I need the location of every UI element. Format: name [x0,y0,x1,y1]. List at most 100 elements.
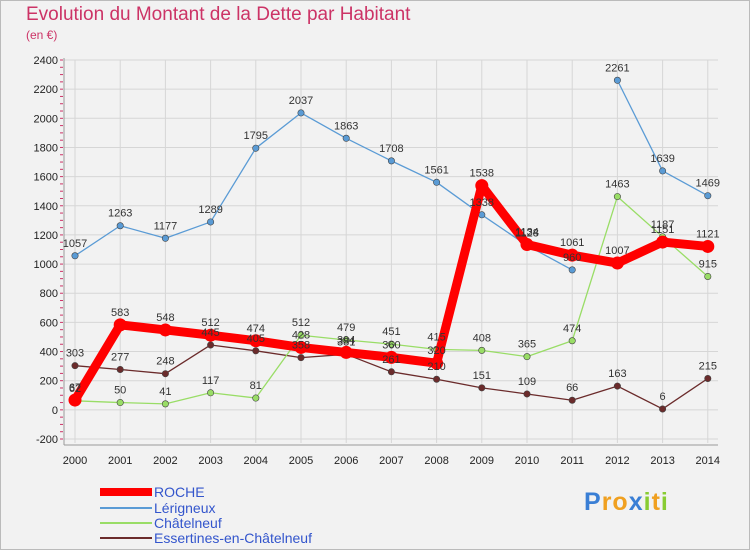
legend-swatch-essertines [100,537,152,539]
x-tick-label: 2000 [63,455,87,467]
data-point [161,370,169,378]
data-point [161,400,169,408]
y-tick-label: 1200 [34,230,58,242]
data-point [523,390,531,398]
y-tick-label: 800 [40,288,58,300]
data-point [478,346,486,354]
data-point [297,109,305,117]
x-tick-label: 2013 [650,455,674,467]
data-label: 394 [337,334,355,346]
legend-label-chatelneuf: Châtelneuf [154,515,222,531]
data-label: 66 [566,382,578,394]
y-tick-label: 1800 [34,142,58,154]
data-label: 163 [608,368,626,380]
data-point [523,353,531,361]
data-label: 381 [337,336,355,348]
data-label: 358 [292,340,310,352]
data-label: 1338 [470,197,494,209]
y-tick-label: 2200 [34,84,58,96]
legend-item-lerigneux: Lérigneux [100,500,216,516]
data-label: 1863 [334,120,358,132]
data-point [704,375,712,383]
data-point [568,337,576,345]
data-point [568,396,576,404]
data-label: 405 [247,333,265,345]
data-point [478,384,486,392]
data-label: 41 [159,386,171,398]
data-point [207,389,215,397]
data-label: 1128 [515,227,539,239]
data-point [387,368,395,376]
data-point [475,179,489,193]
legend-item-roche: ROCHE [100,484,205,500]
data-point [520,238,534,252]
data-point [68,393,82,407]
data-label: 248 [156,356,174,368]
data-label: 151 [473,370,491,382]
legend-label-essertines: Essertines-en-Châtelneuf [154,530,312,546]
data-point [252,347,260,355]
data-label: 428 [292,329,310,341]
data-label: 62 [69,383,81,395]
data-point [204,328,218,342]
data-point [613,193,621,201]
data-label: 474 [247,323,265,335]
logo-letter: i [643,488,652,516]
data-point [387,157,395,165]
data-point [207,341,215,349]
data-label: 1121 [696,228,720,240]
x-tick-label: 2002 [153,455,177,467]
data-point [704,272,712,280]
data-label: 408 [473,332,491,344]
data-point [342,134,350,142]
x-tick-label: 2006 [334,455,358,467]
data-point [704,192,712,200]
data-label: 474 [563,323,581,335]
data-point [701,239,715,253]
data-label: 1007 [605,245,629,257]
logo-letter: t [651,488,661,516]
y-tick-label: 400 [40,347,58,359]
data-point [387,340,395,348]
legend-swatch-lerigneux [100,507,152,509]
x-tick-label: 2009 [470,455,494,467]
legend-item-essertines: Essertines-en-Châtelneuf [100,530,312,546]
data-point [565,248,579,262]
logo-letter: i [660,488,669,516]
legend-swatch-chatelneuf [100,522,152,524]
data-label: 1708 [379,143,403,155]
data-point [613,76,621,84]
legend-swatch-roche [100,488,152,496]
data-point [613,382,621,390]
data-label: 109 [518,376,536,388]
data-point [207,218,215,226]
data-label: 1061 [560,237,584,249]
y-tick-label: 1400 [34,201,58,213]
data-point [656,235,670,249]
y-tick-label: 2400 [34,55,58,67]
data-label: 960 [563,252,581,264]
data-label: 451 [382,326,400,338]
data-label: 2037 [289,95,313,107]
legend-item-chatelneuf: Châtelneuf [100,515,222,531]
data-point [116,222,124,230]
data-label: 1561 [424,164,448,176]
data-label: 1263 [108,208,132,220]
logo-letter: r [601,488,613,516]
data-point [433,178,441,186]
y-tick-label: 0 [52,405,58,417]
data-label: 1057 [63,238,87,250]
data-label: 117 [202,375,220,387]
y-tick-label: 1000 [34,259,58,271]
y-tick-label: 600 [40,317,58,329]
data-point [71,252,79,260]
data-point [297,331,305,339]
x-tick-label: 2008 [424,455,448,467]
series-line [74,112,573,271]
data-point [342,336,350,344]
y-tick-label: -200 [36,434,58,446]
data-label: 360 [382,339,400,351]
